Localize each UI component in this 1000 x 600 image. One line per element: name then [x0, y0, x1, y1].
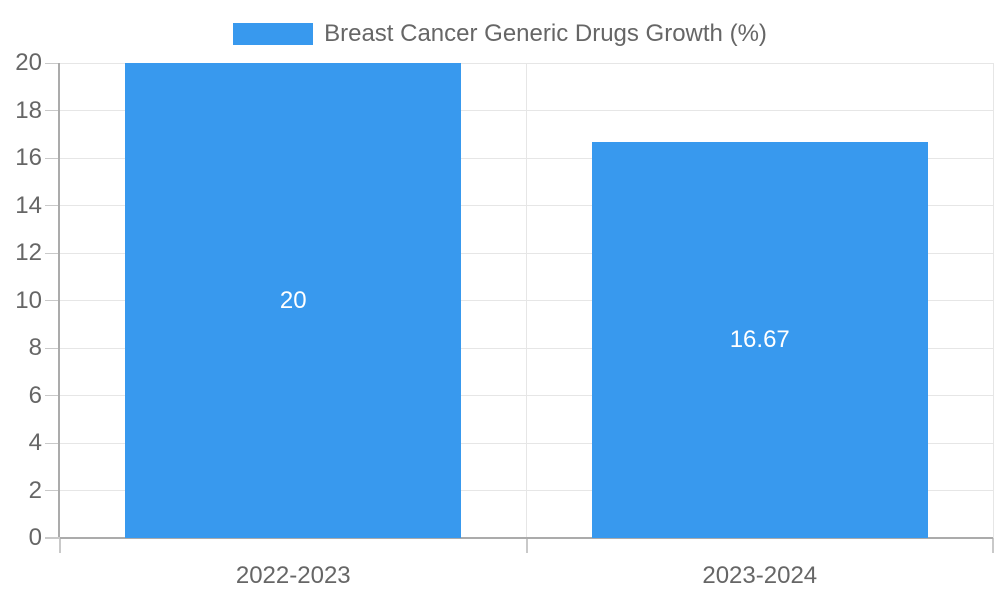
y-tick-label: 18 — [15, 96, 42, 124]
bar-value-label: 20 — [279, 286, 307, 314]
y-tick-label: 10 — [15, 286, 42, 314]
y-tick-label: 4 — [28, 429, 42, 456]
y-tick-label: 14 — [15, 191, 42, 219]
x-axis-tick-2 — [992, 538, 994, 553]
legend-label: Breast Cancer Generic Drugs Growth (%) — [324, 20, 767, 47]
y-tick-label: 12 — [15, 239, 42, 266]
y-tick-label: 6 — [28, 381, 42, 409]
y-axis-tick-4 — [45, 442, 60, 444]
y-axis-line — [58, 63, 60, 538]
x-axis-tick-1 — [525, 538, 528, 553]
legend[interactable]: Breast Cancer Generic Drugs Growth (%) — [0, 20, 1000, 48]
y-axis-tick-6 — [45, 395, 60, 396]
y-axis-tick-20 — [45, 62, 60, 64]
x-tick-label-2022-2023: 2022-2023 — [235, 562, 351, 589]
x-axis-line — [60, 537, 993, 539]
y-axis-tick-2 — [45, 490, 60, 491]
bar-2022-2023[interactable]: 20 — [125, 63, 462, 538]
gridline-x-1 — [526, 63, 527, 538]
y-tick-label: 2 — [28, 476, 42, 504]
bar-2023-2024[interactable]: 16.67 — [591, 142, 928, 538]
y-axis-tick-14 — [45, 205, 60, 206]
y-tick-label: 20 — [15, 49, 42, 76]
y-axis-tick-12 — [45, 252, 60, 254]
x-axis-tick-edge — [45, 537, 60, 539]
x-axis-tick-0 — [59, 538, 61, 553]
y-axis-tick-8 — [45, 347, 60, 349]
y-tick-label: 0 — [28, 524, 42, 551]
y-tick-label: 8 — [28, 334, 42, 361]
x-tick-label-2023-2024: 2023-2024 — [702, 562, 818, 589]
gridline-x-2 — [992, 63, 994, 538]
legend-swatch — [233, 23, 314, 45]
y-tick-label: 16 — [15, 144, 42, 171]
y-axis-tick-10 — [45, 300, 60, 301]
y-axis-tick-16 — [45, 157, 60, 159]
bar-value-label: 16.67 — [729, 326, 790, 354]
y-axis-tick-18 — [45, 110, 60, 111]
